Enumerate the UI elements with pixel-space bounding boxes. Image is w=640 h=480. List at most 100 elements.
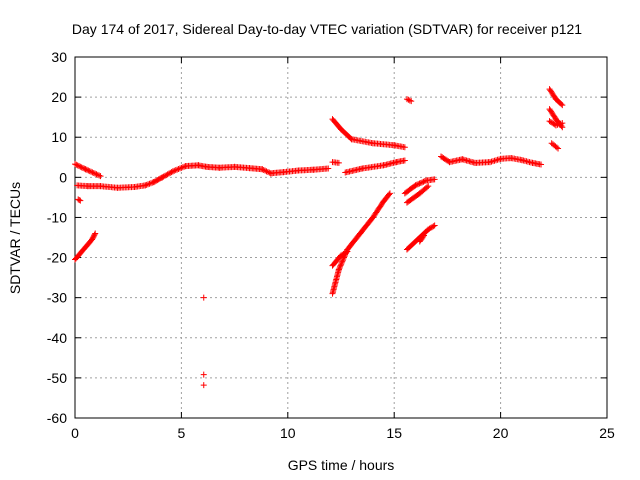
data-point bbox=[78, 164, 85, 171]
data-point bbox=[336, 265, 343, 272]
data-point bbox=[142, 182, 149, 189]
data-point bbox=[403, 96, 410, 103]
y-tick-label: -40 bbox=[47, 330, 67, 346]
data-point bbox=[169, 168, 176, 175]
data-point bbox=[181, 163, 188, 170]
data-point bbox=[96, 172, 103, 179]
data-point bbox=[559, 102, 566, 109]
data-point bbox=[344, 248, 351, 255]
data-point bbox=[420, 178, 427, 185]
x-tick-label: 20 bbox=[493, 425, 509, 441]
data-point bbox=[83, 166, 90, 173]
data-point bbox=[72, 161, 78, 168]
data-point bbox=[417, 179, 424, 186]
data-point bbox=[420, 232, 427, 239]
y-tick-label: 10 bbox=[51, 129, 67, 145]
data-point bbox=[174, 166, 181, 173]
data-point bbox=[335, 266, 342, 273]
data-point bbox=[431, 176, 438, 183]
data-point bbox=[337, 262, 344, 269]
data-point bbox=[76, 196, 83, 203]
data-point bbox=[88, 168, 95, 175]
data-point bbox=[259, 166, 266, 173]
data-point bbox=[176, 165, 183, 172]
data-point bbox=[419, 179, 426, 186]
data-point bbox=[401, 157, 408, 164]
data-point bbox=[200, 294, 207, 301]
y-tick-label: 0 bbox=[59, 169, 67, 185]
data-point bbox=[200, 371, 207, 378]
y-tick-label: -20 bbox=[47, 250, 67, 266]
data-point bbox=[553, 144, 560, 151]
data-point bbox=[338, 261, 345, 268]
data-point bbox=[424, 184, 431, 191]
data-point bbox=[412, 182, 419, 189]
data-point bbox=[559, 120, 566, 127]
data-point bbox=[347, 135, 354, 142]
data-point bbox=[85, 167, 92, 174]
data-point bbox=[143, 181, 150, 188]
data-point bbox=[406, 97, 413, 104]
data-point bbox=[92, 230, 99, 237]
data-point bbox=[263, 168, 270, 175]
data-point bbox=[262, 167, 269, 174]
data-point bbox=[401, 144, 408, 151]
data-point bbox=[405, 96, 412, 103]
data-points bbox=[72, 86, 566, 389]
data-point bbox=[171, 167, 178, 174]
data-point bbox=[86, 168, 93, 175]
data-point bbox=[386, 191, 393, 198]
data-point bbox=[147, 180, 154, 187]
x-tick-label: 0 bbox=[71, 425, 79, 441]
data-point bbox=[425, 183, 432, 190]
chart-title: Day 174 of 2017, Sidereal Day-to-day VTE… bbox=[72, 21, 582, 37]
data-point bbox=[79, 165, 86, 172]
data-point bbox=[337, 263, 344, 270]
data-point bbox=[555, 145, 562, 152]
data-point bbox=[260, 166, 267, 173]
y-tick-label: -60 bbox=[47, 410, 67, 426]
data-point bbox=[408, 98, 415, 105]
data-point bbox=[90, 170, 97, 177]
data-point bbox=[73, 161, 80, 168]
data-point bbox=[81, 165, 88, 172]
data-point bbox=[264, 168, 271, 175]
grid-lines bbox=[75, 57, 607, 418]
plot-frame bbox=[74, 56, 608, 419]
data-point bbox=[91, 231, 98, 238]
data-point bbox=[415, 181, 422, 188]
y-tick-label: -30 bbox=[47, 290, 67, 306]
data-point bbox=[338, 259, 345, 266]
x-axis-label: GPS time / hours bbox=[288, 457, 395, 473]
data-point bbox=[386, 190, 393, 197]
data-point bbox=[77, 163, 84, 170]
data-point bbox=[158, 175, 165, 182]
data-point bbox=[146, 180, 153, 187]
data-point bbox=[89, 169, 96, 176]
data-point bbox=[149, 179, 156, 186]
data-point bbox=[339, 258, 346, 265]
data-point bbox=[339, 257, 346, 264]
data-point bbox=[343, 249, 350, 256]
data-point bbox=[413, 181, 420, 188]
data-point bbox=[82, 166, 89, 173]
data-point bbox=[416, 180, 423, 187]
data-point bbox=[74, 162, 81, 169]
y-tick-label: 30 bbox=[51, 49, 67, 65]
axis-ticks: 0 5 10 15 20 25 -60 -50 -40 -30 -20 -10 0 10 20 30 bbox=[47, 49, 615, 441]
data-point bbox=[92, 170, 99, 177]
x-tick-label: 25 bbox=[599, 425, 615, 441]
data-point bbox=[430, 223, 437, 230]
data-point bbox=[175, 165, 182, 172]
data-point bbox=[145, 181, 152, 188]
data-point bbox=[431, 222, 438, 229]
data-point bbox=[77, 197, 84, 204]
data-point bbox=[325, 165, 332, 172]
data-point bbox=[93, 171, 100, 178]
y-axis-label: SDTVAR / TECUs bbox=[7, 182, 23, 294]
data-point bbox=[75, 163, 82, 170]
data-point bbox=[179, 164, 186, 171]
data-point bbox=[411, 183, 418, 190]
data-point bbox=[335, 159, 342, 166]
